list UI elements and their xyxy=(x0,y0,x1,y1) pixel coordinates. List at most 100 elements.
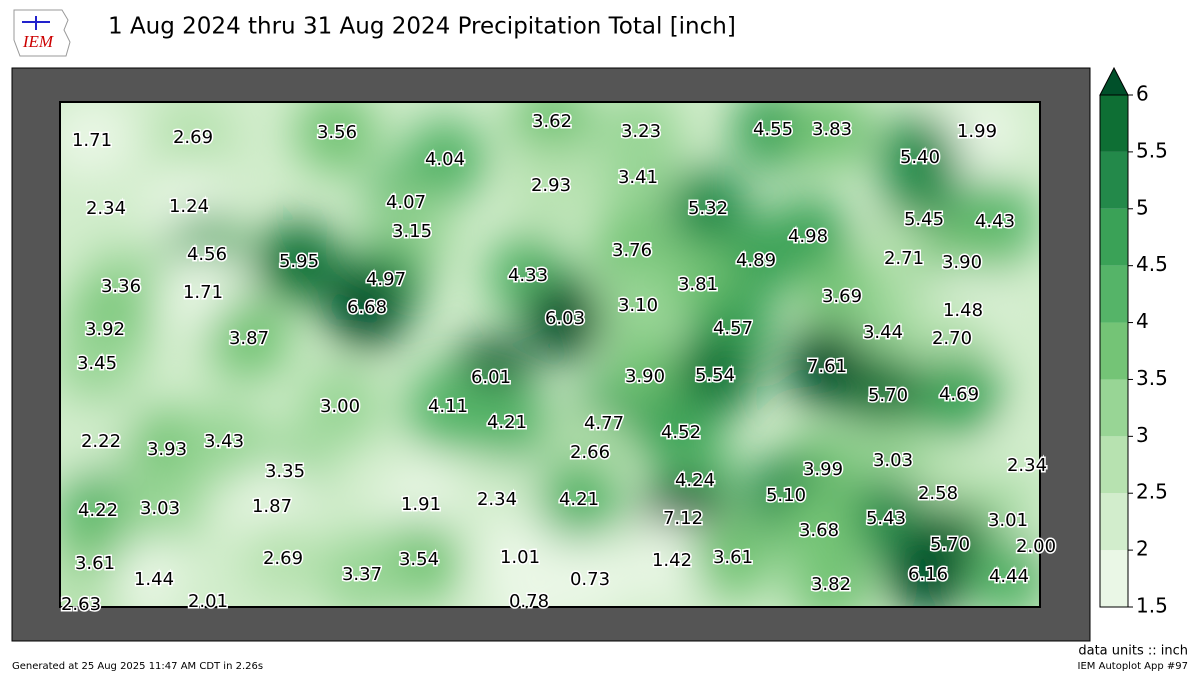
colorbar-tick-label: 1.5 xyxy=(1136,594,1168,618)
colorbar-tick-label: 6 xyxy=(1136,82,1149,106)
colorbar-band xyxy=(1100,322,1128,380)
station-value: 3.93 xyxy=(147,439,187,460)
station-value: 3.83 xyxy=(812,119,852,140)
station-value: 3.90 xyxy=(625,366,665,387)
station-value: 1.91 xyxy=(401,494,441,515)
colorbar-band xyxy=(1100,379,1128,437)
station-value: 4.44 xyxy=(989,566,1029,587)
state-border xyxy=(59,101,1041,608)
colorbar-band xyxy=(1100,208,1128,266)
precip-area xyxy=(207,297,291,381)
station-value: 3.15 xyxy=(392,221,432,242)
station-value: 2.71 xyxy=(884,248,924,269)
station-value: 3.56 xyxy=(317,122,357,143)
colorbar-band xyxy=(1100,550,1128,607)
station-value: 4.97 xyxy=(366,269,406,290)
station-value: 4.57 xyxy=(713,318,753,339)
station-value: 4.04 xyxy=(425,149,465,170)
station-value: 5.95 xyxy=(279,251,319,272)
station-value: 3.69 xyxy=(822,286,862,307)
station-value: 1.71 xyxy=(183,282,223,303)
station-value: 4.43 xyxy=(975,211,1015,232)
precip-area xyxy=(967,535,1040,607)
colorbar-tick-label: 2 xyxy=(1136,537,1149,561)
station-value: 4.07 xyxy=(386,192,426,213)
station-value: 1.71 xyxy=(72,130,112,151)
station-value: 4.89 xyxy=(736,250,776,271)
station-value: 2.70 xyxy=(932,328,972,349)
station-value: 2.22 xyxy=(81,431,121,452)
station-value: 4.77 xyxy=(584,413,624,434)
precip-area xyxy=(596,264,680,348)
station-value: 7.61 xyxy=(807,356,847,377)
precip-area xyxy=(886,533,970,607)
station-value: 4.69 xyxy=(939,384,979,405)
station-value: 2.01 xyxy=(188,591,228,612)
station-value: 3.03 xyxy=(873,450,913,471)
precip-area xyxy=(789,543,873,607)
station-value: 1.24 xyxy=(169,196,209,217)
colorbar-band xyxy=(1100,493,1128,551)
colorbar-tick-label: 5 xyxy=(1136,195,1149,219)
units-note: data units :: inch xyxy=(1078,644,1188,659)
station-value: 1.42 xyxy=(652,550,692,571)
precip-area xyxy=(691,516,775,600)
station-value: 3.87 xyxy=(229,328,269,349)
precip-area xyxy=(487,560,571,607)
precip-area xyxy=(510,102,594,164)
logo: IEM xyxy=(13,9,71,57)
station-value: 6.03 xyxy=(545,308,585,329)
colorbar-band xyxy=(1100,95,1128,152)
precip-area xyxy=(151,102,235,180)
station-value: 3.76 xyxy=(612,240,652,261)
station-value: 5.32 xyxy=(688,198,728,219)
precip-area xyxy=(523,277,607,361)
station-value: 2.93 xyxy=(531,175,571,196)
station-value: 3.35 xyxy=(265,461,305,482)
precip-area xyxy=(295,102,379,175)
station-value: 3.61 xyxy=(713,547,753,568)
station-value: 4.52 xyxy=(661,422,701,443)
station-value: 5.40 xyxy=(900,147,940,168)
colorbar-band xyxy=(1100,151,1128,209)
station-value: 0.73 xyxy=(570,569,610,590)
colorbar-tick-label: 3.5 xyxy=(1136,366,1168,390)
station-value: 3.62 xyxy=(532,111,572,132)
station-value: 3.00 xyxy=(320,396,360,417)
logo-text: IEM xyxy=(22,32,54,51)
precip-area xyxy=(60,563,123,607)
precip-area xyxy=(166,560,250,607)
station-value: 3.61 xyxy=(75,553,115,574)
station-value: 4.21 xyxy=(559,489,599,510)
station-value: 3.54 xyxy=(399,549,439,570)
precip-area xyxy=(509,144,593,228)
station-value: 5.45 xyxy=(904,209,944,230)
station-value: 4.56 xyxy=(187,244,227,265)
station-value: 1.48 xyxy=(943,300,983,321)
station-value: 2.58 xyxy=(918,483,958,504)
precip-area xyxy=(790,102,874,172)
colorbar-band xyxy=(1100,436,1128,494)
colorbar-extend xyxy=(1099,66,1129,96)
colorbar-tick-label: 2.5 xyxy=(1136,480,1168,504)
station-value: 4.98 xyxy=(788,226,828,247)
station-value: 4.24 xyxy=(675,470,715,491)
precip-area xyxy=(257,220,341,304)
station-value: 3.23 xyxy=(621,121,661,142)
station-value: 3.03 xyxy=(140,498,180,519)
station-value: 6.68 xyxy=(347,297,387,318)
station-value: 3.44 xyxy=(863,322,903,343)
station-value: 1.99 xyxy=(957,121,997,142)
station-value: 4.55 xyxy=(753,119,793,140)
precip-area xyxy=(298,365,382,449)
precip-area xyxy=(630,519,714,603)
station-value: 6.16 xyxy=(908,564,948,585)
colorbar-band xyxy=(1100,265,1128,323)
station-value: 0.78 xyxy=(509,591,549,612)
precip-area xyxy=(325,266,409,350)
colorbar-tick-label: 3 xyxy=(1136,423,1149,447)
colorbar-frame xyxy=(1099,94,1129,608)
station-value: 2.00 xyxy=(1016,536,1056,557)
station-value: 3.36 xyxy=(101,276,141,297)
station-value: 3.41 xyxy=(618,167,658,188)
